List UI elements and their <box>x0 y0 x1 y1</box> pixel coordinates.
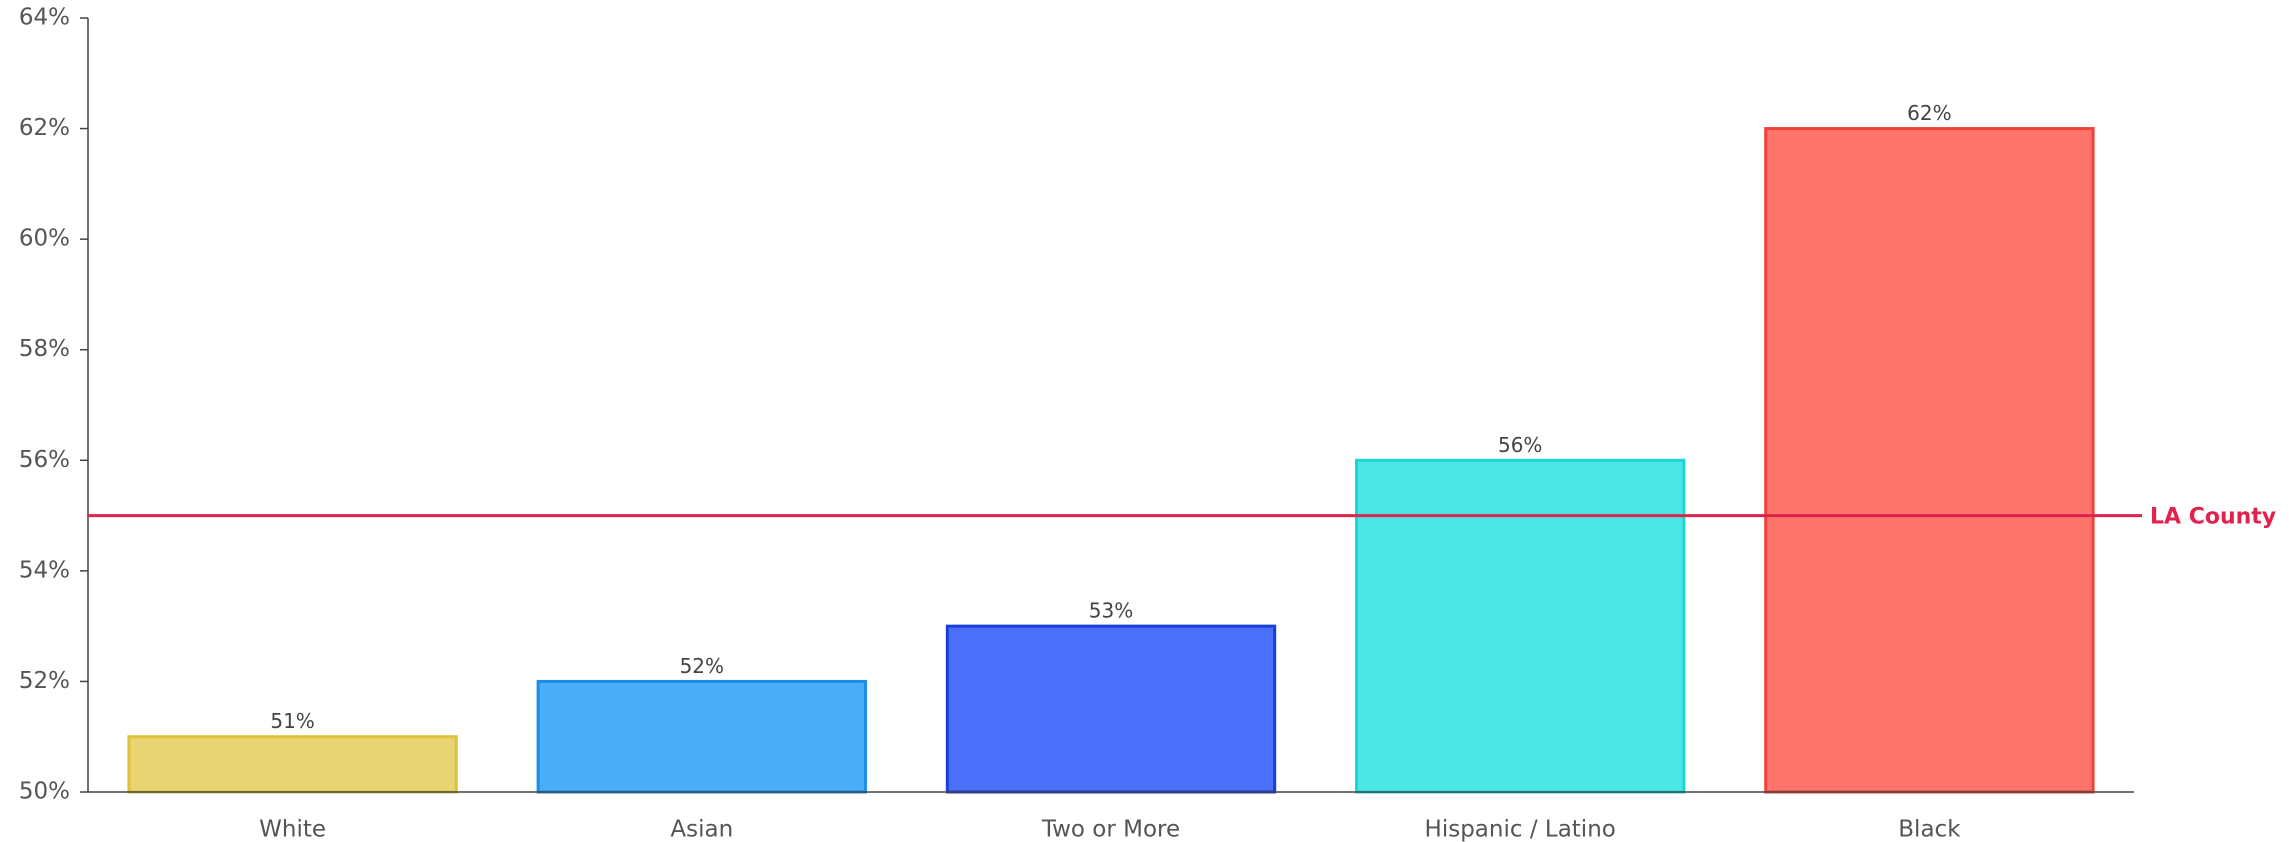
x-tick-label: Asian <box>670 817 733 842</box>
value-label: 51% <box>270 709 314 733</box>
x-tick-label: White <box>259 817 326 842</box>
y-tick-label: 54% <box>19 557 70 583</box>
bar <box>536 679 867 794</box>
x-tick-label: Two or More <box>1041 817 1180 842</box>
y-tick-label: 52% <box>19 668 70 694</box>
y-tick-label: 56% <box>19 447 70 473</box>
y-tick-label: 64% <box>19 5 70 31</box>
value-label: 52% <box>680 654 724 678</box>
value-label: 62% <box>1907 101 1951 125</box>
y-tick-label: 60% <box>19 226 70 252</box>
bar <box>1764 127 2095 794</box>
reference-label: LA County <box>2150 505 2276 530</box>
x-tick-label: Hispanic / Latino <box>1425 817 1616 842</box>
bar <box>945 624 1277 794</box>
bar <box>1355 458 1686 794</box>
y-tick-label: 58% <box>19 336 70 362</box>
y-tick-label: 50% <box>19 779 70 805</box>
bar <box>127 735 458 794</box>
value-label: 56% <box>1498 433 1542 457</box>
y-tick-label: 62% <box>19 115 70 141</box>
x-tick-label: Black <box>1898 817 1961 842</box>
value-label: 53% <box>1089 599 1133 623</box>
